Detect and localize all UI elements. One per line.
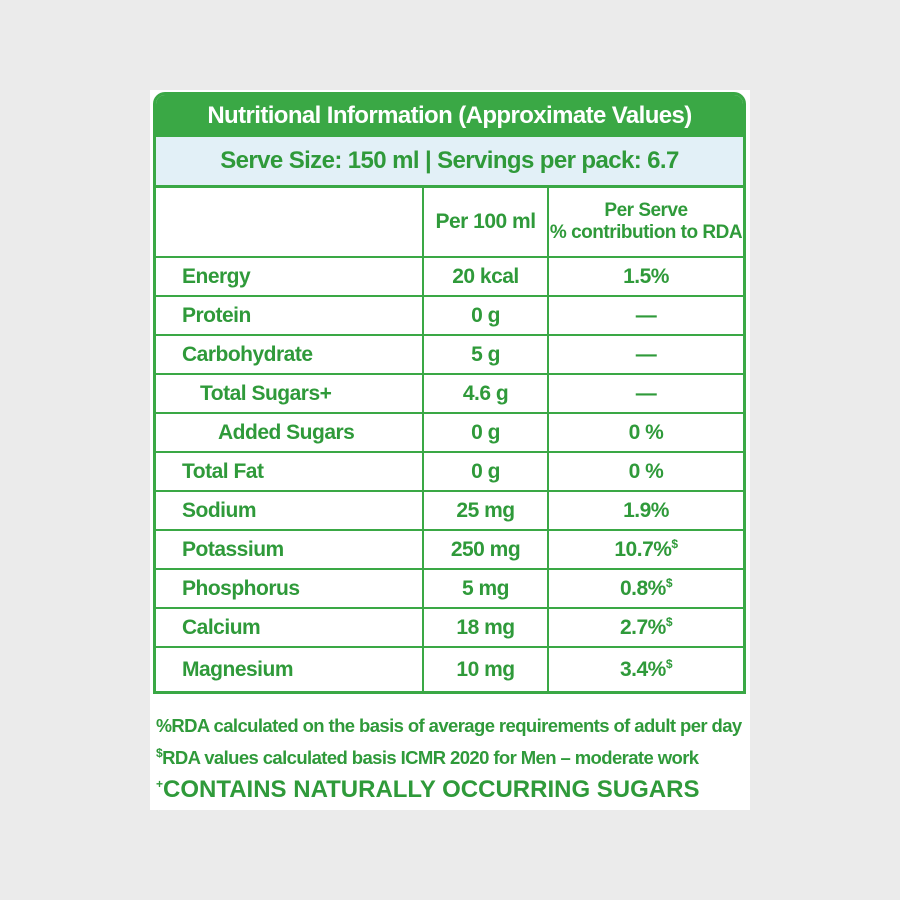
rda-cell: 0 % — [547, 412, 743, 453]
footnote-text: CONTAINS NATURALLY OCCURRING SUGARS — [163, 776, 700, 804]
nutrient-row: Potassium 250 mg 10.7%$ — [156, 529, 743, 570]
footnote: $RDA values calculated basis ICMR 2020 f… — [156, 740, 750, 771]
rda-value: 2.7% — [619, 616, 666, 639]
rda-cell: 10.7%$ — [547, 529, 743, 570]
nutrient-row: Calcium 18 mg 2.7%$ — [156, 607, 743, 648]
rda-note: $ — [665, 576, 673, 590]
rda-value: 1.5% — [623, 264, 669, 288]
nutrient-row: Sodium 25 mg 1.9% — [156, 490, 743, 531]
rda-value: — — [635, 342, 657, 366]
nutrition-table: Per 100 ml Per Serve% contribution to RDA… — [156, 188, 743, 691]
footnote: %RDA calculated on the basis of average … — [156, 712, 750, 740]
nutrient-row: Added Sugars 0 g 0 % — [156, 412, 743, 453]
rda-cell: — — [547, 334, 743, 375]
per-100-value: 250 mg — [422, 529, 549, 570]
nutrient-name: Total Sugars+ — [156, 373, 424, 414]
per-100-value: 4.6 g — [422, 373, 549, 414]
per-100-value: 0 g — [422, 412, 549, 453]
nutrient-name: Carbohydrate — [156, 334, 424, 375]
footnote-text: RDA calculated on the basis of average r… — [171, 715, 742, 736]
footnotes: %RDA calculated on the basis of average … — [156, 712, 750, 803]
rda-note: $ — [665, 615, 673, 629]
nutrient-row: Total Fat 0 g 0 % — [156, 451, 743, 492]
per-100-value: 0 g — [422, 295, 549, 336]
header-cell: Per Serve% contribution to RDA — [547, 188, 743, 258]
rda-value: — — [635, 381, 657, 405]
nutrition-box: Nutritional Information (Approximate Val… — [153, 92, 746, 694]
nutrient-name: Added Sugars — [156, 412, 424, 453]
nutrient-row: Energy 20 kcal 1.5% — [156, 256, 743, 297]
title: Nutritional Information (Approximate Val… — [156, 95, 743, 137]
header-row: Per 100 ml Per Serve% contribution to RDA — [156, 188, 743, 258]
rda-cell: — — [547, 295, 743, 336]
per-100-value: 10 mg — [422, 646, 549, 691]
footnote-mark: % — [156, 716, 172, 736]
header-text: % contribution to RDA — [549, 222, 743, 243]
rda-cell: 3.4%$ — [547, 646, 743, 691]
per-100-value: 20 kcal — [422, 256, 549, 297]
footnote: +CONTAINS NATURALLY OCCURRING SUGARS — [156, 771, 750, 803]
per-100-value: 0 g — [422, 451, 549, 492]
nutrient-name: Energy — [156, 256, 424, 297]
rda-value: 3.4% — [619, 658, 666, 681]
per-100-value: 5 mg — [422, 568, 549, 609]
per-100-value: 5 g — [422, 334, 549, 375]
serve-size: Serve Size: 150 ml | Servings per pack: … — [156, 137, 743, 188]
rda-note: $ — [665, 657, 673, 671]
rda-value: — — [635, 303, 657, 327]
footnote-mark: $ — [156, 746, 163, 760]
per-100-value: 25 mg — [422, 490, 549, 531]
rda-cell: 0 % — [547, 451, 743, 492]
header-cell — [156, 188, 424, 258]
rda-value: 0 % — [628, 420, 664, 444]
nutrient-row: Magnesium 10 mg 3.4%$ — [156, 646, 743, 691]
nutrient-name: Phosphorus — [156, 568, 424, 609]
rda-cell: 1.9% — [547, 490, 743, 531]
per-100-value: 18 mg — [422, 607, 549, 648]
nutrient-name: Potassium — [156, 529, 424, 570]
label-panel: Nutritional Information (Approximate Val… — [150, 90, 750, 810]
nutrient-row: Carbohydrate 5 g — — [156, 334, 743, 375]
nutrient-name: Protein — [156, 295, 424, 336]
nutrient-row: Protein 0 g — — [156, 295, 743, 336]
rda-cell: — — [547, 373, 743, 414]
nutrient-name: Sodium — [156, 490, 424, 531]
header-text: Per Serve — [604, 200, 688, 221]
rda-value: 10.7% — [614, 538, 672, 561]
rda-value: 0.8% — [619, 577, 666, 600]
rda-cell: 1.5% — [547, 256, 743, 297]
nutrient-row: Phosphorus 5 mg 0.8%$ — [156, 568, 743, 609]
nutrient-row: Total Sugars+ 4.6 g — — [156, 373, 743, 414]
rda-value: 1.9% — [623, 498, 669, 522]
nutrient-name: Calcium — [156, 607, 424, 648]
footnote-text: RDA values calculated basis ICMR 2020 fo… — [162, 747, 699, 769]
rda-value: 0 % — [628, 459, 664, 483]
header-cell: Per 100 ml — [422, 188, 549, 258]
nutrient-name: Magnesium — [156, 646, 424, 691]
nutrient-name: Total Fat — [156, 451, 424, 492]
rda-cell: 2.7%$ — [547, 607, 743, 648]
rda-cell: 0.8%$ — [547, 568, 743, 609]
rda-note: $ — [671, 537, 678, 551]
footnote-mark: + — [156, 777, 164, 792]
